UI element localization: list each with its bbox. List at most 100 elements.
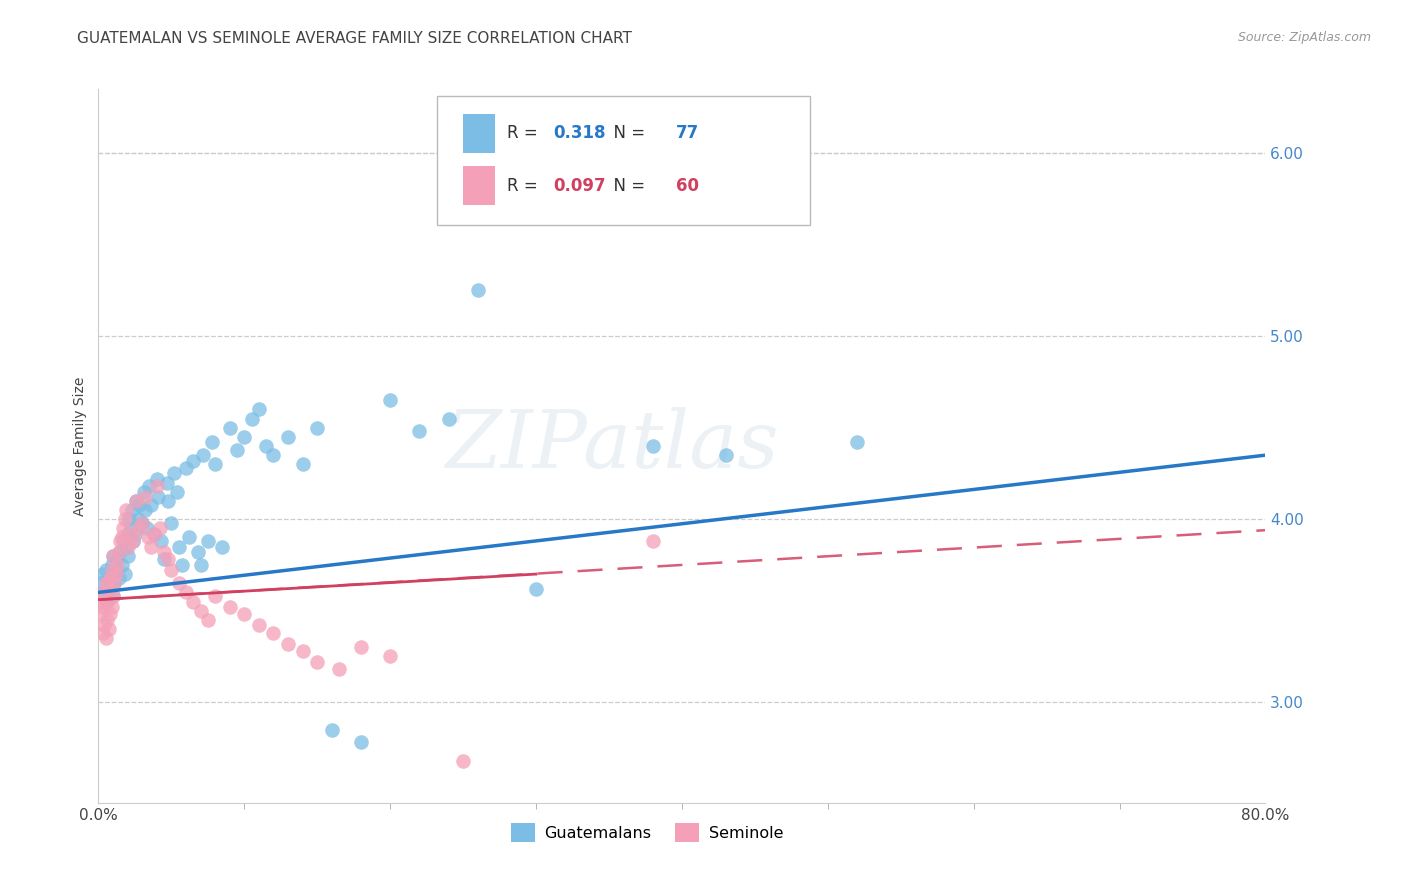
Point [125,494,148,508]
Text: 77: 77 [676,125,699,143]
Point [190,604,212,618]
Point [97,582,120,596]
Point [277,430,299,444]
Point [142,526,165,541]
Point [380,649,402,664]
Text: R =: R = [508,125,543,143]
Point [93,585,115,599]
Point [524,582,547,596]
Point [101,589,124,603]
Point [277,637,299,651]
Legend: Guatemalans, Seminole: Guatemalans, Seminole [505,817,790,848]
Point [190,558,212,572]
Point [127,512,149,526]
Point [105,558,128,572]
Point [174,461,197,475]
Point [136,531,159,545]
Point [96,594,118,608]
Point [98,582,121,596]
Point [94,631,117,645]
Point [240,411,263,425]
Point [117,549,139,563]
Point [89,594,111,608]
Point [90,607,112,622]
Point [138,479,160,493]
Point [101,589,124,603]
Point [380,393,402,408]
Point [148,490,170,504]
Point [226,442,249,457]
Point [157,552,180,566]
Text: ZIPatlas: ZIPatlas [446,408,779,484]
Text: N =: N = [603,177,650,194]
Point [94,563,117,577]
Point [146,472,169,486]
Point [149,521,172,535]
Point [96,613,118,627]
Point [103,576,125,591]
Point [211,540,233,554]
Point [233,430,256,444]
Point [120,521,142,535]
Point [117,526,139,541]
Point [408,425,430,439]
Point [114,512,136,526]
Point [167,540,190,554]
Point [104,563,127,577]
Point [307,420,329,434]
Point [181,594,204,608]
Point [467,284,489,298]
FancyBboxPatch shape [463,114,495,153]
Point [91,600,114,615]
Point [134,503,156,517]
Point [163,467,186,481]
Point [105,552,128,566]
Text: 0.318: 0.318 [554,125,606,143]
Point [128,498,150,512]
Text: R =: R = [508,177,543,194]
Point [100,558,122,572]
Point [350,640,373,655]
Point [111,531,134,545]
Point [247,402,270,417]
Point [101,549,124,563]
Point [128,521,150,535]
Point [100,600,122,615]
Point [437,411,460,425]
Point [157,494,180,508]
Point [110,534,132,549]
Text: Source: ZipAtlas.com: Source: ZipAtlas.com [1237,31,1371,45]
Point [451,754,474,768]
Point [104,567,127,582]
Point [166,484,188,499]
Point [218,420,240,434]
Point [132,484,155,499]
Point [177,531,200,545]
Point [641,439,664,453]
Point [328,662,350,676]
Point [139,540,162,554]
Point [291,644,314,658]
Point [262,625,284,640]
Point [153,545,176,559]
Text: 0.097: 0.097 [554,177,606,194]
Point [124,526,146,541]
Point [156,475,179,490]
Point [93,618,115,632]
FancyBboxPatch shape [463,166,495,205]
Point [103,576,125,591]
Point [160,516,183,530]
Point [121,503,143,517]
Point [197,613,219,627]
Point [117,540,139,554]
Point [98,607,121,622]
Point [115,503,138,517]
Point [187,545,209,559]
Point [197,534,219,549]
Point [193,448,215,462]
Point [307,655,329,669]
Point [134,490,156,504]
Point [97,571,120,585]
Point [146,479,169,493]
Point [114,567,136,582]
